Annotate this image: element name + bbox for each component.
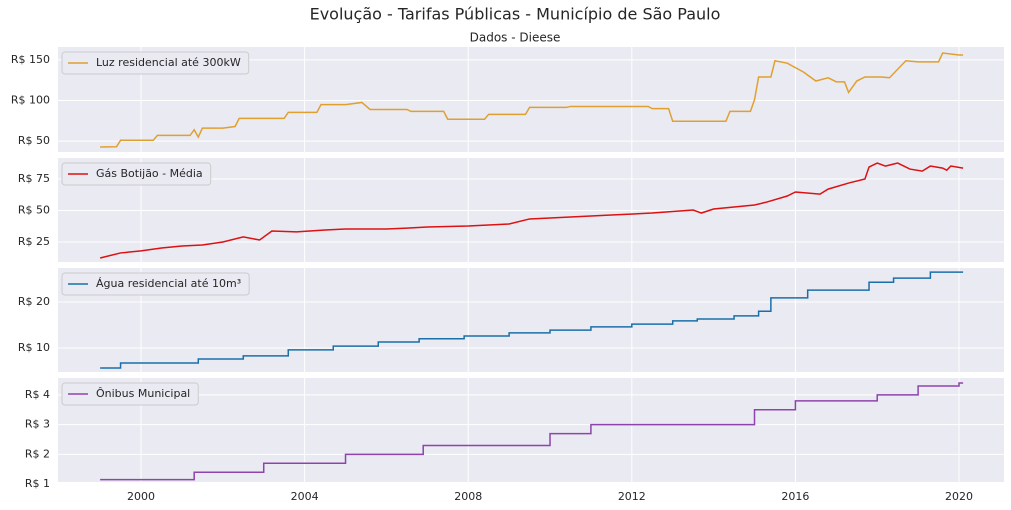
legend-box bbox=[61, 162, 212, 186]
chart-title: Evolução - Tarifas Públicas - Município … bbox=[310, 5, 721, 24]
series-line bbox=[100, 382, 964, 481]
legend-label: Luz residencial até 300kW bbox=[96, 56, 241, 69]
y-tick-label: R$ 2 bbox=[25, 447, 50, 460]
plot-area bbox=[58, 378, 1004, 482]
y-tick-label: R$ 25 bbox=[18, 235, 50, 248]
x-tick-label: 2000 bbox=[127, 490, 155, 503]
y-tick-label: R$ 20 bbox=[18, 295, 50, 308]
x-tick-label: 2020 bbox=[945, 490, 973, 503]
y-tick-label: R$ 4 bbox=[25, 388, 50, 401]
y-tick-label: R$ 50 bbox=[18, 134, 50, 147]
legend-label: Água residencial até 10m³ bbox=[96, 277, 241, 290]
legend-box bbox=[61, 382, 199, 406]
y-tick-label: R$ 3 bbox=[25, 418, 50, 431]
y-tick-label: R$ 150 bbox=[11, 53, 50, 66]
x-tick-label: 2004 bbox=[291, 490, 319, 503]
x-tick-label: 2008 bbox=[454, 490, 482, 503]
x-tick-label: 2012 bbox=[618, 490, 646, 503]
chart-subtitle: Dados - Dieese bbox=[470, 31, 561, 45]
series-line bbox=[100, 271, 964, 369]
series-line bbox=[100, 52, 964, 148]
y-tick-label: R$ 75 bbox=[18, 172, 50, 185]
legend-label: Gás Botijão - Média bbox=[96, 167, 203, 180]
x-tick-label: 2016 bbox=[781, 490, 809, 503]
series-line bbox=[99, 162, 964, 259]
y-tick-label: R$ 100 bbox=[11, 94, 50, 107]
legend-box bbox=[61, 51, 250, 75]
legend-box bbox=[61, 272, 250, 296]
y-tick-label: R$ 10 bbox=[18, 341, 50, 354]
legend-label: Ônibus Municipal bbox=[96, 387, 190, 400]
y-tick-label: R$ 50 bbox=[18, 204, 50, 217]
y-tick-label: R$ 1 bbox=[25, 477, 50, 490]
plot-area bbox=[58, 158, 1004, 262]
